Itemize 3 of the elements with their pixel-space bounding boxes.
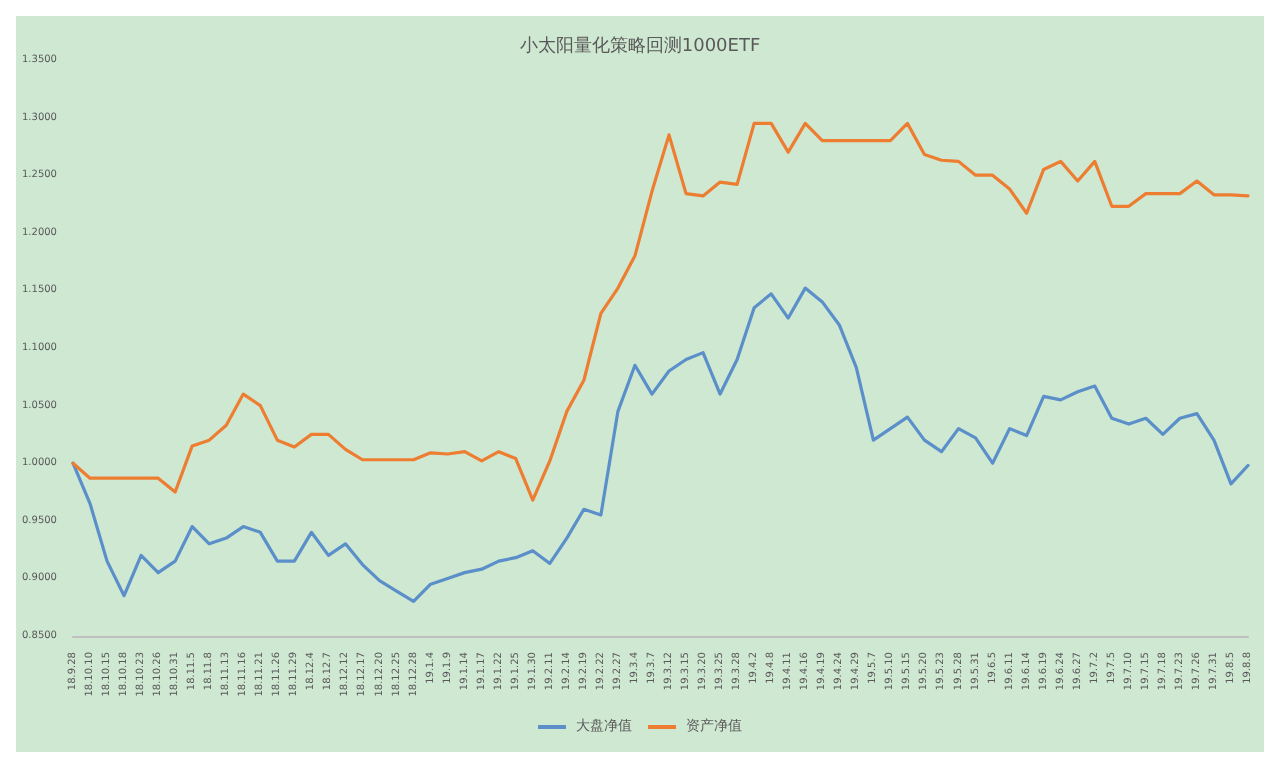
line-series: [71, 286, 1250, 604]
chart-title: 小太阳量化策略回测1000ETF: [519, 35, 761, 57]
line-series: [71, 121, 1250, 502]
